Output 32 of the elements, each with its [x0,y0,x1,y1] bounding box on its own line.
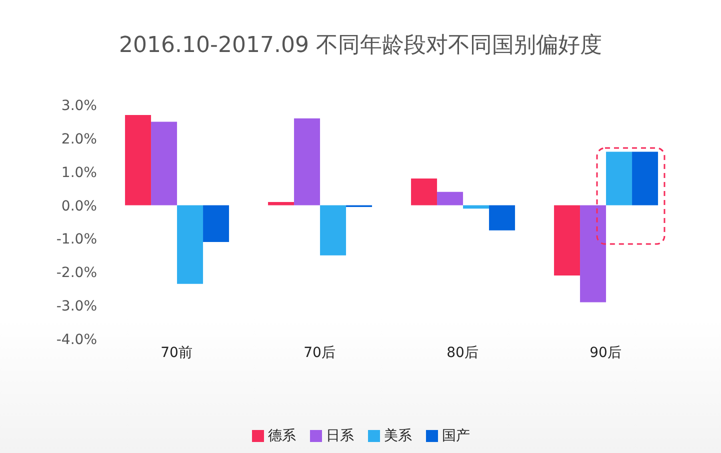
bar [125,115,152,206]
bar [294,118,320,206]
bar [632,152,658,206]
bar [320,205,346,256]
y-tick-label: 1.0% [61,164,97,181]
x-tick-label: 90后 [590,344,622,361]
bar [411,178,438,206]
x-tick-label: 70前 [160,344,192,361]
bar [554,205,580,276]
y-tick-label: -1.0% [56,232,97,248]
legend-label: 国产 [441,427,470,445]
x-tick-label: 80后 [446,344,478,361]
legend-label: 美系 [383,427,412,445]
y-tick-label: -3.0% [56,298,97,315]
bar [203,205,230,242]
bar [463,205,490,209]
chart-title: 2016.10-2017.09 不同年龄段对不同国别偏好度 [118,32,603,60]
bar [177,205,204,284]
legend-label: 德系 [267,427,296,445]
bar [268,202,294,206]
y-tick-label: 0.0% [61,198,97,214]
bar [580,205,606,302]
y-tick-label: -4.0% [56,332,97,348]
legend-label: 日系 [325,427,354,445]
bar [151,122,178,206]
y-tick-label: 3.0% [61,98,97,114]
y-tick-label: 2.0% [61,131,97,148]
x-tick-label: 70后 [304,344,336,361]
bar [606,152,632,206]
bar [489,205,516,230]
bar [437,192,464,206]
y-tick-label: -2.0% [56,265,97,282]
